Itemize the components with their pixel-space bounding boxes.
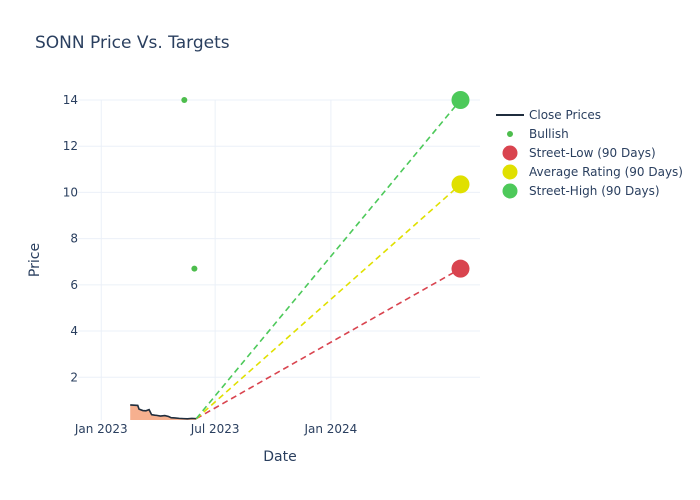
- x-tick-label: Jul 2023: [190, 422, 240, 436]
- legend-label: Average Rating (90 Days): [529, 165, 683, 179]
- chart-title: SONN Price Vs. Targets: [35, 33, 230, 53]
- legend-marker-swatch: [502, 183, 518, 199]
- close-price-line: [130, 404, 197, 420]
- grid-lines: [78, 99, 480, 420]
- legend-label: Street-High (90 Days): [529, 184, 660, 198]
- close-price-area: [130, 404, 197, 420]
- legend-item[interactable]: Close Prices: [496, 108, 601, 122]
- y-tick-label: 2: [70, 370, 78, 384]
- target-line-0: [195, 267, 461, 420]
- x-tick-label: Jan 2024: [303, 422, 357, 436]
- legend-label: Street-Low (90 Days): [529, 146, 656, 160]
- y-tick-label: 6: [70, 278, 78, 292]
- legend[interactable]: Close Prices Bullish Street-Low (90 Days) A…: [496, 108, 683, 199]
- x-axis-title: Date: [263, 449, 296, 465]
- x-axis-ticks: Jan 2023 Jul 2023 Jan 2024: [74, 422, 357, 436]
- legend-label: Close Prices: [529, 108, 601, 122]
- y-tick-label: 4: [70, 324, 78, 338]
- y-tick-label: 10: [63, 185, 78, 199]
- target-line-2: [195, 99, 462, 420]
- legend-label: Bullish: [529, 127, 569, 141]
- bullish-point: [181, 97, 188, 103]
- legend-item[interactable]: Street-Low (90 Days): [502, 145, 656, 161]
- legend-item[interactable]: Street-High (90 Days): [502, 183, 660, 199]
- legend-item[interactable]: Bullish: [507, 127, 569, 141]
- y-axis-ticks: 2 4 6 8 10 12 14: [63, 93, 78, 384]
- bullish-point: [191, 265, 198, 272]
- legend-marker-swatch: [502, 164, 518, 180]
- y-tick-label: 14: [63, 93, 78, 107]
- legend-item[interactable]: Average Rating (90 Days): [502, 164, 684, 180]
- legend-dot-swatch: [507, 131, 513, 137]
- y-tick-label: 8: [70, 232, 78, 246]
- target-marker-0: [451, 259, 470, 278]
- target-marker-2: [451, 91, 470, 109]
- target-line-1: [195, 183, 462, 420]
- y-axis-title: Price: [27, 243, 43, 277]
- x-tick-label: Jan 2023: [74, 422, 128, 436]
- y-tick-label: 12: [63, 139, 78, 153]
- plot-area: [130, 91, 470, 420]
- target-marker-1: [451, 175, 470, 194]
- legend-marker-swatch: [502, 145, 518, 161]
